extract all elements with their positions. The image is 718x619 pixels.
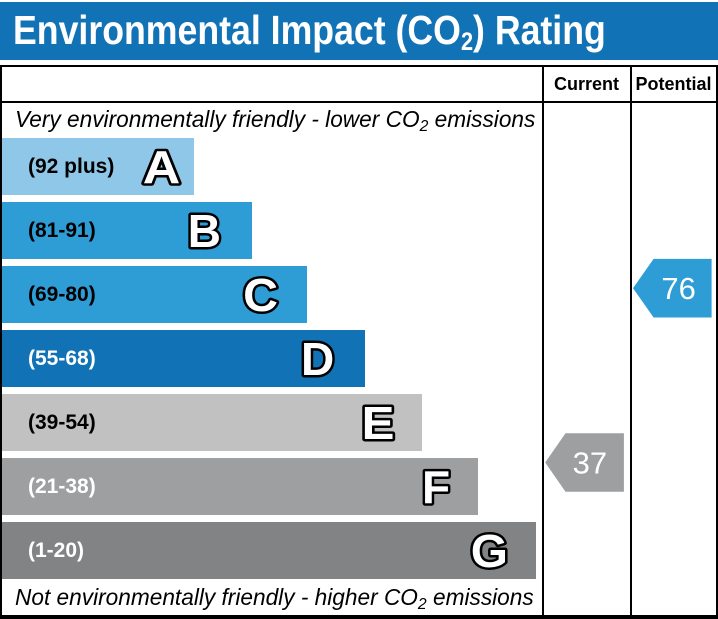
svg-text:E: E xyxy=(362,398,395,449)
svg-text:D: D xyxy=(301,333,334,385)
svg-text:B: B xyxy=(188,205,221,257)
svg-text:A: A xyxy=(143,143,181,194)
svg-text:F: F xyxy=(422,461,450,513)
svg-text:C: C xyxy=(243,269,278,321)
svg-text:37: 37 xyxy=(573,446,607,481)
svg-text:G: G xyxy=(471,526,508,577)
svg-text:76: 76 xyxy=(661,271,695,306)
